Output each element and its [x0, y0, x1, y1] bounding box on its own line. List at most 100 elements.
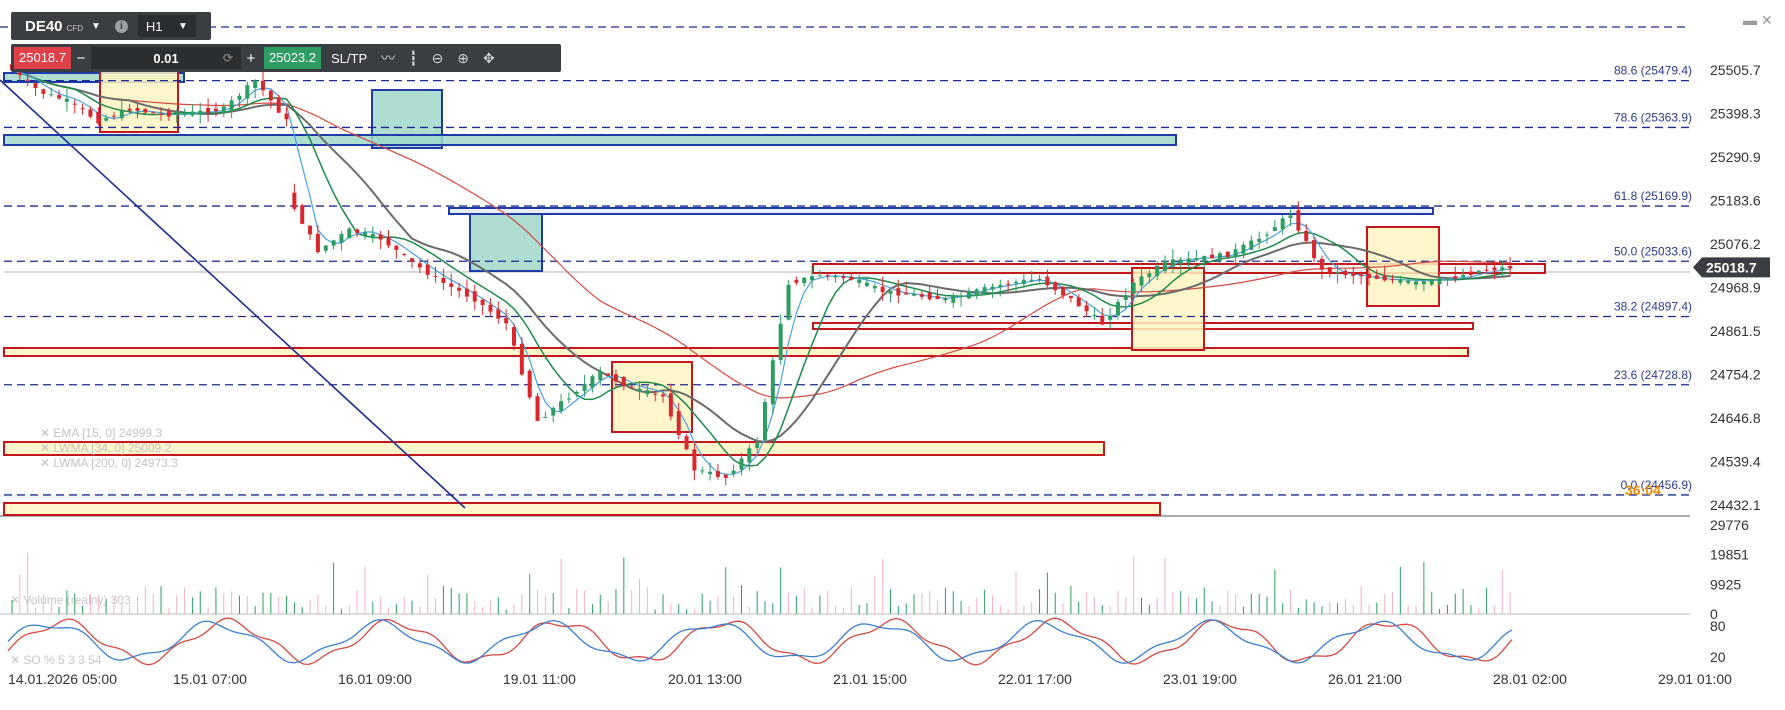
candle-body: [229, 100, 234, 112]
candle-body: [1037, 278, 1042, 280]
candle-body: [268, 90, 273, 101]
candle-body: [104, 118, 109, 121]
time-axis-layer: 14.01.2026 05:00 15.01 07:00 16.01 09:00 19…: [8, 671, 1732, 687]
fib-label: 88.6 (25479.4): [1614, 64, 1692, 78]
price-tick-label: 24646.8: [1710, 410, 1761, 426]
zone-yellow-band-1: [3, 347, 1469, 357]
move-icon[interactable]: ✥: [483, 49, 495, 66]
volume-tick-label: 0: [1710, 606, 1718, 622]
stoch-tick-label: 20: [1710, 649, 1726, 665]
candle-body: [1390, 279, 1395, 281]
candle-body: [394, 245, 399, 250]
volume-pane: 29776 19851 9925 0 ✕ Volume (realny) 303: [10, 517, 1749, 622]
candle-body: [935, 295, 940, 300]
stoch-d-line: [7, 617, 1513, 666]
candle-body: [472, 291, 477, 302]
candle-body: [457, 287, 462, 291]
trendline: [0, 79, 466, 509]
candle-body: [88, 109, 93, 117]
candle-body: [1296, 210, 1301, 231]
candle-body: [966, 291, 971, 299]
candle-body: [1100, 315, 1105, 325]
candle-body: [417, 263, 422, 268]
sell-button[interactable]: 25018.7: [14, 47, 71, 69]
time-tick-label: 16.01 09:00: [338, 671, 412, 687]
time-tick-label: 21.01 15:00: [833, 671, 907, 687]
trade-toolbar: DE40 CFD ▼ i H1 ▼ 25018.7 − 0.01 ⟳ + 250…: [11, 12, 561, 74]
candle-body: [1178, 259, 1183, 264]
candle-body: [355, 229, 360, 233]
zoom-in-icon[interactable]: ⊕: [457, 49, 470, 66]
candle-body: [1241, 244, 1246, 254]
price-axis-layer: 25505.7 25398.3 25290.9 25183.6 25076.2 24968…: [1693, 62, 1770, 513]
quantity-input[interactable]: 0.01 ⟳: [91, 47, 241, 69]
buy-button[interactable]: 25023.2: [264, 47, 321, 69]
candle-body: [590, 376, 595, 388]
price-tick-label: 24539.4: [1710, 454, 1761, 470]
candle-body: [331, 240, 336, 246]
candle-body: [135, 107, 140, 111]
symbol-type: CFD: [66, 23, 83, 33]
quantity-value: 0.01: [153, 50, 179, 66]
candle-body: [668, 393, 673, 417]
candle-body: [974, 289, 979, 297]
candle-body: [1414, 281, 1419, 285]
minimize-icon[interactable]: ▬: [1743, 12, 1757, 28]
sltp-button[interactable]: SL/TP: [331, 50, 368, 66]
candle-body: [1406, 280, 1411, 284]
candle-body: [1327, 267, 1332, 275]
zone-blue-band-2: [448, 207, 1434, 215]
info-icon[interactable]: i: [114, 19, 128, 33]
candle-body: [339, 234, 344, 243]
time-tick-label: 14.01.2026 05:00: [8, 671, 117, 687]
quantity-decrease-button[interactable]: −: [76, 49, 86, 67]
timeframe-dropdown-icon: ▼: [177, 20, 188, 32]
symbol-name[interactable]: DE40: [25, 17, 63, 35]
candle-body: [496, 309, 501, 319]
candle-body: [464, 288, 469, 297]
candle-body: [661, 394, 666, 397]
candle-body: [1139, 276, 1144, 286]
stochastic-pane: 80 20 ✕ SO % 5 3 3 54: [7, 617, 1726, 667]
candle-body: [613, 374, 618, 382]
close-icon[interactable]: ✕: [1761, 12, 1773, 28]
candle-body: [833, 275, 838, 278]
candle-body: [425, 264, 430, 275]
candle-body: [857, 279, 862, 284]
time-tick-label: 29.01 01:00: [1658, 671, 1732, 687]
line-chart-icon[interactable]: 〰: [381, 50, 396, 66]
candle-body: [41, 89, 46, 94]
candle-body: [1304, 230, 1309, 241]
candle-body: [927, 292, 932, 300]
price-tick-label: 24432.1: [1710, 497, 1761, 513]
candles-icon[interactable]: ┇: [409, 49, 418, 66]
order-bar: 25018.7 − 0.01 ⟳ + 25023.2 SL/TP 〰 ┇ ⊖ ⊕…: [11, 44, 561, 72]
candle-body: [802, 277, 807, 284]
candle-body: [1068, 295, 1073, 299]
fib-label: 38.2 (24897.4): [1614, 299, 1692, 313]
symbol-dropdown-icon[interactable]: ▼: [90, 20, 101, 32]
candle-body: [1115, 301, 1120, 316]
quantity-increase-button[interactable]: +: [246, 49, 256, 67]
candle-body: [370, 234, 375, 239]
zone-yellow-band-2: [3, 441, 1105, 456]
candle-body: [119, 109, 124, 119]
candle-body: [676, 411, 681, 436]
zoom-out-icon[interactable]: ⊖: [431, 49, 444, 66]
candle-body: [449, 283, 454, 287]
zone-blue-band-1: [3, 134, 1177, 146]
candle-body: [715, 471, 720, 477]
candle-body: [574, 391, 579, 394]
candle-body: [1468, 271, 1473, 275]
candle-body: [378, 234, 383, 240]
refresh-icon[interactable]: ⟳: [222, 51, 233, 65]
candle-body: [943, 297, 948, 301]
time-tick-label: 28.01 02:00: [1493, 671, 1567, 687]
candle-body: [1092, 315, 1097, 317]
candle-body: [1288, 215, 1293, 219]
candle-body: [25, 79, 30, 81]
trendline-layer: [0, 79, 466, 509]
timeframe-select[interactable]: H1 ▼: [137, 15, 196, 37]
